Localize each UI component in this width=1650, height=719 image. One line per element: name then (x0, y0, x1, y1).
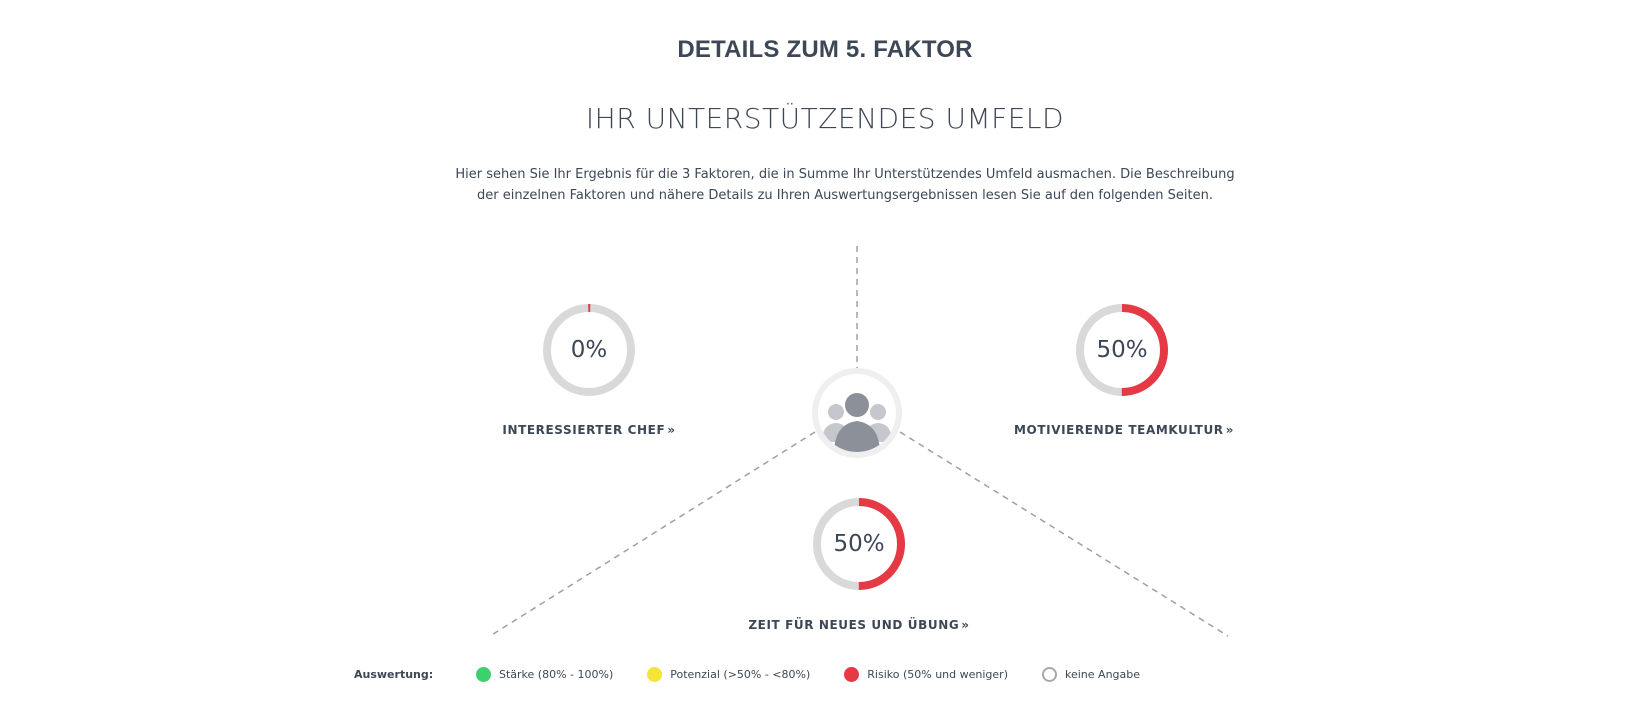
factor-label: MOTIVIERENDE TEAMKULTUR (1014, 423, 1224, 437)
legend-item-keine-angabe: keine Angabe (1042, 666, 1141, 682)
gauge-arc (543, 304, 635, 396)
section-title: IHR UNTERSTÜTZENDES UMFELD (585, 102, 1065, 135)
factor-label: INTERESSIERTER CHEF (502, 423, 666, 437)
intro-line-2: der einzelnen Faktoren und nähere Detail… (477, 188, 1213, 203)
chevron-right-icon: » (961, 618, 970, 632)
intro-text: Hier sehen Sie Ihr Ergebnis für die 3 Fa… (455, 164, 1235, 206)
legend: Auswertung: Stärke (80% - 100%) Potenzia… (354, 664, 1174, 684)
gauge-interessierter-chef: 0% (541, 302, 637, 398)
chevron-right-icon: » (1225, 423, 1234, 437)
legend-label: Stärke (80% - 100%) (499, 667, 614, 681)
gauge-arc (1076, 304, 1168, 396)
gauge-value: 50% (1096, 337, 1148, 363)
gauge-arc (813, 498, 905, 590)
factor-link-zeit-fuer-neues[interactable]: ZEIT FÜR NEUES UND ÜBUNG» (709, 618, 1009, 632)
legend-item-potenzial: Potenzial (>50% - <80%) (647, 666, 811, 682)
gauge-value: 0% (570, 337, 608, 363)
connector-line-right (899, 431, 1229, 637)
team-group-icon (812, 368, 902, 458)
factor-link-motivierende-teamkultur[interactable]: MOTIVIERENDE TEAMKULTUR» (974, 423, 1274, 437)
legend-label: Potenzial (>50% - <80%) (670, 667, 811, 681)
legend-label: Risiko (50% und weniger) (867, 667, 1008, 681)
page-heading: DETAILS ZUM 5. FAKTOR (677, 36, 973, 63)
factor-label: ZEIT FÜR NEUES UND ÜBUNG (748, 618, 960, 632)
legend-item-staerke: Stärke (80% - 100%) (476, 666, 614, 682)
connector-line-left (489, 431, 816, 637)
intro-line-1: Hier sehen Sie Ihr Ergebnis für die 3 Fa… (455, 167, 1235, 182)
gauge-zeit-fuer-neues: 50% (811, 496, 907, 592)
status-dot-icon (1042, 666, 1057, 682)
status-dot-icon (647, 666, 663, 682)
legend-label: keine Angabe (1065, 667, 1141, 681)
status-dot-icon (476, 666, 491, 682)
status-dot-icon (844, 666, 860, 682)
legend-item-risiko: Risiko (50% und weniger) (844, 666, 1008, 682)
chevron-right-icon: » (667, 423, 676, 437)
gauge-value: 50% (833, 531, 885, 557)
legend-title: Auswertung: (354, 667, 434, 681)
factor-link-interessierter-chef[interactable]: INTERESSIERTER CHEF» (439, 423, 739, 437)
gauge-motivierende-teamkultur: 50% (1074, 302, 1170, 398)
